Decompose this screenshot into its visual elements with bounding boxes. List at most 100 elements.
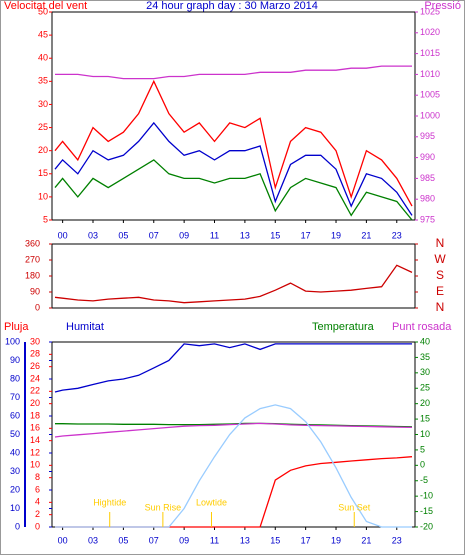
y2-tick-label: -10 [420, 491, 433, 501]
y2-tick-label: 1005 [420, 90, 440, 100]
y-tick-label: 6 [35, 484, 40, 494]
y-tick-label: 8 [35, 472, 40, 482]
y3-tick-label: 100 [5, 336, 20, 346]
x-tick-label: 07 [149, 535, 159, 545]
y-tick-label: 5 [43, 214, 48, 224]
y3-tick-label: 40 [10, 447, 20, 457]
y2-tick-label: N [436, 236, 445, 250]
x-tick-label: 15 [270, 230, 280, 240]
y-tick-label: 30 [30, 336, 40, 346]
y-axis-title: Velocitat del vent [4, 0, 87, 12]
x-tick-label: 13 [240, 535, 250, 545]
x-tick-label: 19 [331, 535, 341, 545]
x-tick-label: 07 [149, 230, 159, 240]
y-tick-label: 45 [38, 29, 48, 39]
y3-tick-label: 70 [10, 392, 20, 402]
y2-tick-label: 1020 [420, 27, 440, 37]
y2-tick-label: -5 [420, 475, 428, 485]
y-tick-label: 24 [30, 373, 40, 383]
y-tick-label: 35 [38, 76, 48, 86]
series-line [54, 422, 413, 438]
y3-tick-label: 30 [10, 466, 20, 476]
x-tick-label: 03 [88, 535, 98, 545]
y2-tick-label: 1015 [420, 48, 440, 58]
y-tick-label: 4 [35, 497, 40, 507]
y2-tick-label: 975 [420, 214, 435, 224]
y2-tick-label: 0 [420, 460, 425, 470]
y2-tick-label: 980 [420, 194, 435, 204]
y2-tick-label: S [436, 268, 444, 282]
y-tick-label: 14 [30, 435, 40, 445]
y-tick-label: 360 [25, 238, 40, 248]
x-tick-label: 19 [331, 230, 341, 240]
x-tick-label: 03 [88, 230, 98, 240]
y2-tick-label: 995 [420, 131, 435, 141]
x-tick-label: 17 [301, 230, 311, 240]
series-line [55, 65, 412, 80]
y-tick-label: 2 [35, 509, 40, 519]
y2-tick-label: 35 [420, 352, 430, 362]
legend-label: Pluja [4, 321, 29, 333]
y-tick-label: 16 [30, 423, 40, 433]
x-tick-label: 15 [270, 535, 280, 545]
y3-tick-label: 80 [10, 373, 20, 383]
x-tick-label: 23 [392, 535, 402, 545]
y2-tick-label: W [434, 252, 446, 266]
y3-tick-label: 10 [10, 503, 20, 513]
series-line [54, 79, 413, 207]
series-line [54, 159, 413, 221]
chart-title: 24 hour graph day : 30 Marzo 2014 [146, 0, 318, 12]
y2-tick-label: 40 [420, 336, 430, 346]
y-tick-label: 30 [38, 99, 48, 109]
y-tick-label: 0 [35, 302, 40, 312]
y-tick-label: 0 [35, 521, 40, 531]
y-tick-label: 20 [38, 145, 48, 155]
x-tick-label: 09 [179, 230, 189, 240]
x-tick-label: 05 [118, 230, 128, 240]
y3-tick-label: 0 [15, 521, 20, 531]
y2-tick-label: 1025 [420, 6, 440, 16]
y-tick-label: 10 [38, 191, 48, 201]
y-tick-label: 270 [25, 254, 40, 264]
y-tick-label: 26 [30, 361, 40, 371]
series-line [54, 121, 413, 216]
y-tick-label: 25 [38, 122, 48, 132]
y3-tick-label: 60 [10, 410, 20, 420]
y3-tick-label: 90 [10, 355, 20, 365]
y-tick-label: 40 [38, 53, 48, 63]
x-tick-label: 11 [210, 230, 219, 240]
annotation: Hightide [93, 497, 126, 507]
x-tick-label: 11 [210, 535, 219, 545]
y2-tick-label: 5 [420, 444, 425, 454]
y2-tick-label: N [436, 300, 445, 314]
annotation: Sun Set [338, 502, 371, 512]
annotation: Lowtide [196, 497, 227, 507]
y2-tick-label: 10 [420, 429, 430, 439]
y-tick-label: 12 [30, 447, 40, 457]
x-tick-label: 13 [240, 230, 250, 240]
x-tick-label: 09 [179, 535, 189, 545]
y2-tick-label: 990 [420, 152, 435, 162]
x-tick-label: 21 [361, 535, 371, 545]
y-tick-label: 90 [30, 286, 40, 296]
legend-label: Humitat [66, 321, 104, 333]
y3-tick-label: 50 [10, 429, 20, 439]
y2-tick-label: 20 [420, 398, 430, 408]
y-tick-label: 18 [30, 410, 40, 420]
y2-tick-label: 15 [420, 413, 430, 423]
y2-tick-label: 30 [420, 367, 430, 377]
x-tick-label: 05 [118, 535, 128, 545]
series-line [54, 264, 413, 304]
annotation: Sun Rise [145, 502, 182, 512]
x-tick-label: 23 [392, 230, 402, 240]
y-tick-label: 20 [30, 398, 40, 408]
y-tick-label: 15 [38, 168, 48, 178]
y2-tick-label: 1010 [420, 69, 440, 79]
y-tick-label: 180 [25, 270, 40, 280]
y2-tick-label: -15 [420, 506, 433, 516]
x-tick-label: 00 [58, 230, 68, 240]
y2-axis-title: Pressió [424, 0, 461, 12]
x-tick-label: 17 [301, 535, 311, 545]
